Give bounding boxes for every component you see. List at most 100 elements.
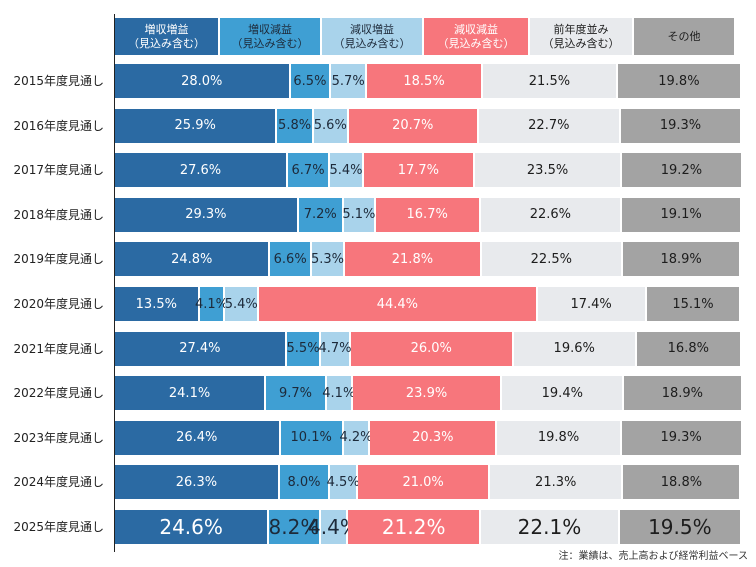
data-label: 18.9%	[660, 251, 702, 267]
category-label: 2022年度見通し	[13, 386, 104, 401]
bar-segment: 22.1%	[481, 510, 618, 544]
bar-segment: 5.3%	[310, 242, 344, 277]
legend-sublabel: （見込み含む）	[437, 36, 515, 50]
legend-sublabel: （見込み含む）	[128, 36, 205, 50]
bar-segment: 18.8%	[623, 465, 740, 500]
bar-segment: 20.3%	[370, 420, 496, 455]
bar-segment: 4.5%	[327, 465, 360, 500]
bar-segment: 21.5%	[483, 64, 616, 98]
data-label: 5.1%	[342, 207, 376, 223]
bar-segment: 4.4%	[308, 510, 359, 544]
bar-segment: 5.1%	[342, 197, 376, 232]
bar-segment: 21.3%	[489, 465, 622, 500]
data-label: 18.9%	[661, 385, 704, 401]
data-label: 19.1%	[660, 207, 702, 223]
legend-item-4: 減収減益 （見込み含む）	[424, 18, 528, 55]
data-label: 26.4%	[176, 430, 218, 446]
bar-segment: 4.2%	[340, 420, 373, 455]
bar-segment: 10.1%	[280, 420, 342, 455]
data-label: 7.2%	[303, 207, 337, 223]
legend-item-5: 前年度並み （見込み含む）	[530, 18, 632, 55]
bar-segment: 16.7%	[375, 197, 479, 232]
bar-segment: 5.5%	[287, 331, 320, 366]
bar-segment: 5.8%	[277, 108, 312, 143]
data-label: 23.9%	[405, 385, 448, 401]
data-label: 8.2%	[268, 515, 320, 539]
legend-item-6: その他	[634, 18, 734, 55]
data-label: 26.3%	[175, 474, 218, 490]
category-label: 2025年度見通し	[13, 520, 104, 534]
data-label: 8.0%	[287, 474, 321, 490]
data-label: 23.5%	[526, 162, 569, 178]
bar-segment: 27.4%	[115, 331, 285, 366]
bar-segment: 16.8%	[636, 331, 740, 366]
bar-segment: 25.9%	[115, 108, 276, 143]
bar-segment: 29.3%	[115, 197, 297, 232]
category-label: 2023年度見通し	[13, 430, 104, 445]
category-label: 2021年度見通し	[13, 341, 104, 356]
bar-segment: 8.0%	[279, 465, 329, 500]
data-label: 20.3%	[412, 430, 454, 446]
bar-segment: 17.7%	[363, 153, 473, 188]
data-label: 4.7%	[318, 341, 352, 357]
data-label: 15.1%	[672, 296, 714, 312]
bar-segment: 19.8%	[617, 64, 740, 98]
category-label: 2019年度見通し	[13, 252, 104, 267]
bar-segment: 9.7%	[266, 376, 325, 411]
data-label: 29.3%	[185, 207, 227, 223]
bar-segment: 18.5%	[367, 64, 482, 98]
category-label: 2018年度見通し	[13, 207, 104, 222]
bar-segment: 7.2%	[298, 197, 342, 232]
bar-segment: 19.3%	[620, 108, 740, 143]
data-label: 27.4%	[179, 341, 221, 357]
data-label: 4.5%	[326, 474, 360, 490]
bar-segment: 6.7%	[288, 153, 329, 188]
legend-sublabel: （見込み含む）	[231, 36, 309, 50]
bar-segment: 6.5%	[290, 64, 330, 98]
data-label: 19.6%	[553, 341, 595, 357]
bar-segment: 4.7%	[319, 331, 352, 366]
bar-segment: 24.6%	[115, 510, 268, 544]
bar-segment: 22.5%	[481, 242, 621, 277]
bar-segment: 21.8%	[345, 242, 480, 277]
data-label: 24.1%	[168, 385, 211, 401]
data-label: 22.7%	[528, 118, 570, 134]
data-label: 6.6%	[273, 251, 307, 267]
y-axis-line	[114, 14, 115, 552]
bar-segment: 19.1%	[622, 197, 740, 232]
data-label: 5.4%	[224, 296, 258, 312]
bar-segment: 20.7%	[348, 108, 477, 143]
data-label: 4.1%	[194, 296, 229, 312]
data-label: 9.7%	[278, 385, 313, 401]
data-label: 18.8%	[660, 474, 703, 490]
data-label: 19.8%	[658, 73, 700, 89]
category-label: 2017年度見通し	[13, 163, 104, 178]
bar-segment: 19.4%	[502, 376, 623, 411]
data-label: 16.8%	[667, 341, 709, 357]
data-label: 19.3%	[660, 430, 702, 446]
bar-segment: 27.6%	[115, 153, 287, 188]
legend-sublabel: （見込み含む）	[542, 36, 620, 50]
data-label: 5.7%	[331, 73, 365, 89]
data-label: 4.1%	[322, 385, 356, 401]
bar-segment: 5.7%	[331, 64, 366, 98]
bar-segment: 18.9%	[624, 376, 741, 411]
legend-label: 前年度並み	[553, 22, 609, 36]
data-label: 21.8%	[391, 251, 434, 267]
legend-label: 減収増益	[350, 22, 394, 36]
data-label: 4.2%	[339, 430, 373, 446]
legend-item-2: 増収減益 （見込み含む）	[220, 18, 320, 55]
bar-segment: 22.7%	[478, 108, 619, 143]
footnote: 注：業績は、売上高および経常利益ベース	[558, 551, 749, 562]
bar-segment: 28.0%	[115, 64, 289, 98]
legend-sublabel: （見込み含む）	[333, 36, 411, 50]
data-label: 22.6%	[529, 207, 572, 223]
data-label: 5.8%	[278, 118, 312, 134]
bar-segment: 17.4%	[537, 287, 645, 321]
data-label: 5.3%	[310, 251, 344, 267]
bar-segment: 4.1%	[322, 376, 355, 411]
data-label: 13.5%	[135, 296, 177, 312]
data-label: 21.5%	[528, 73, 571, 89]
bar-segment: 23.5%	[474, 153, 621, 188]
bar-segment: 13.5%	[115, 287, 198, 321]
